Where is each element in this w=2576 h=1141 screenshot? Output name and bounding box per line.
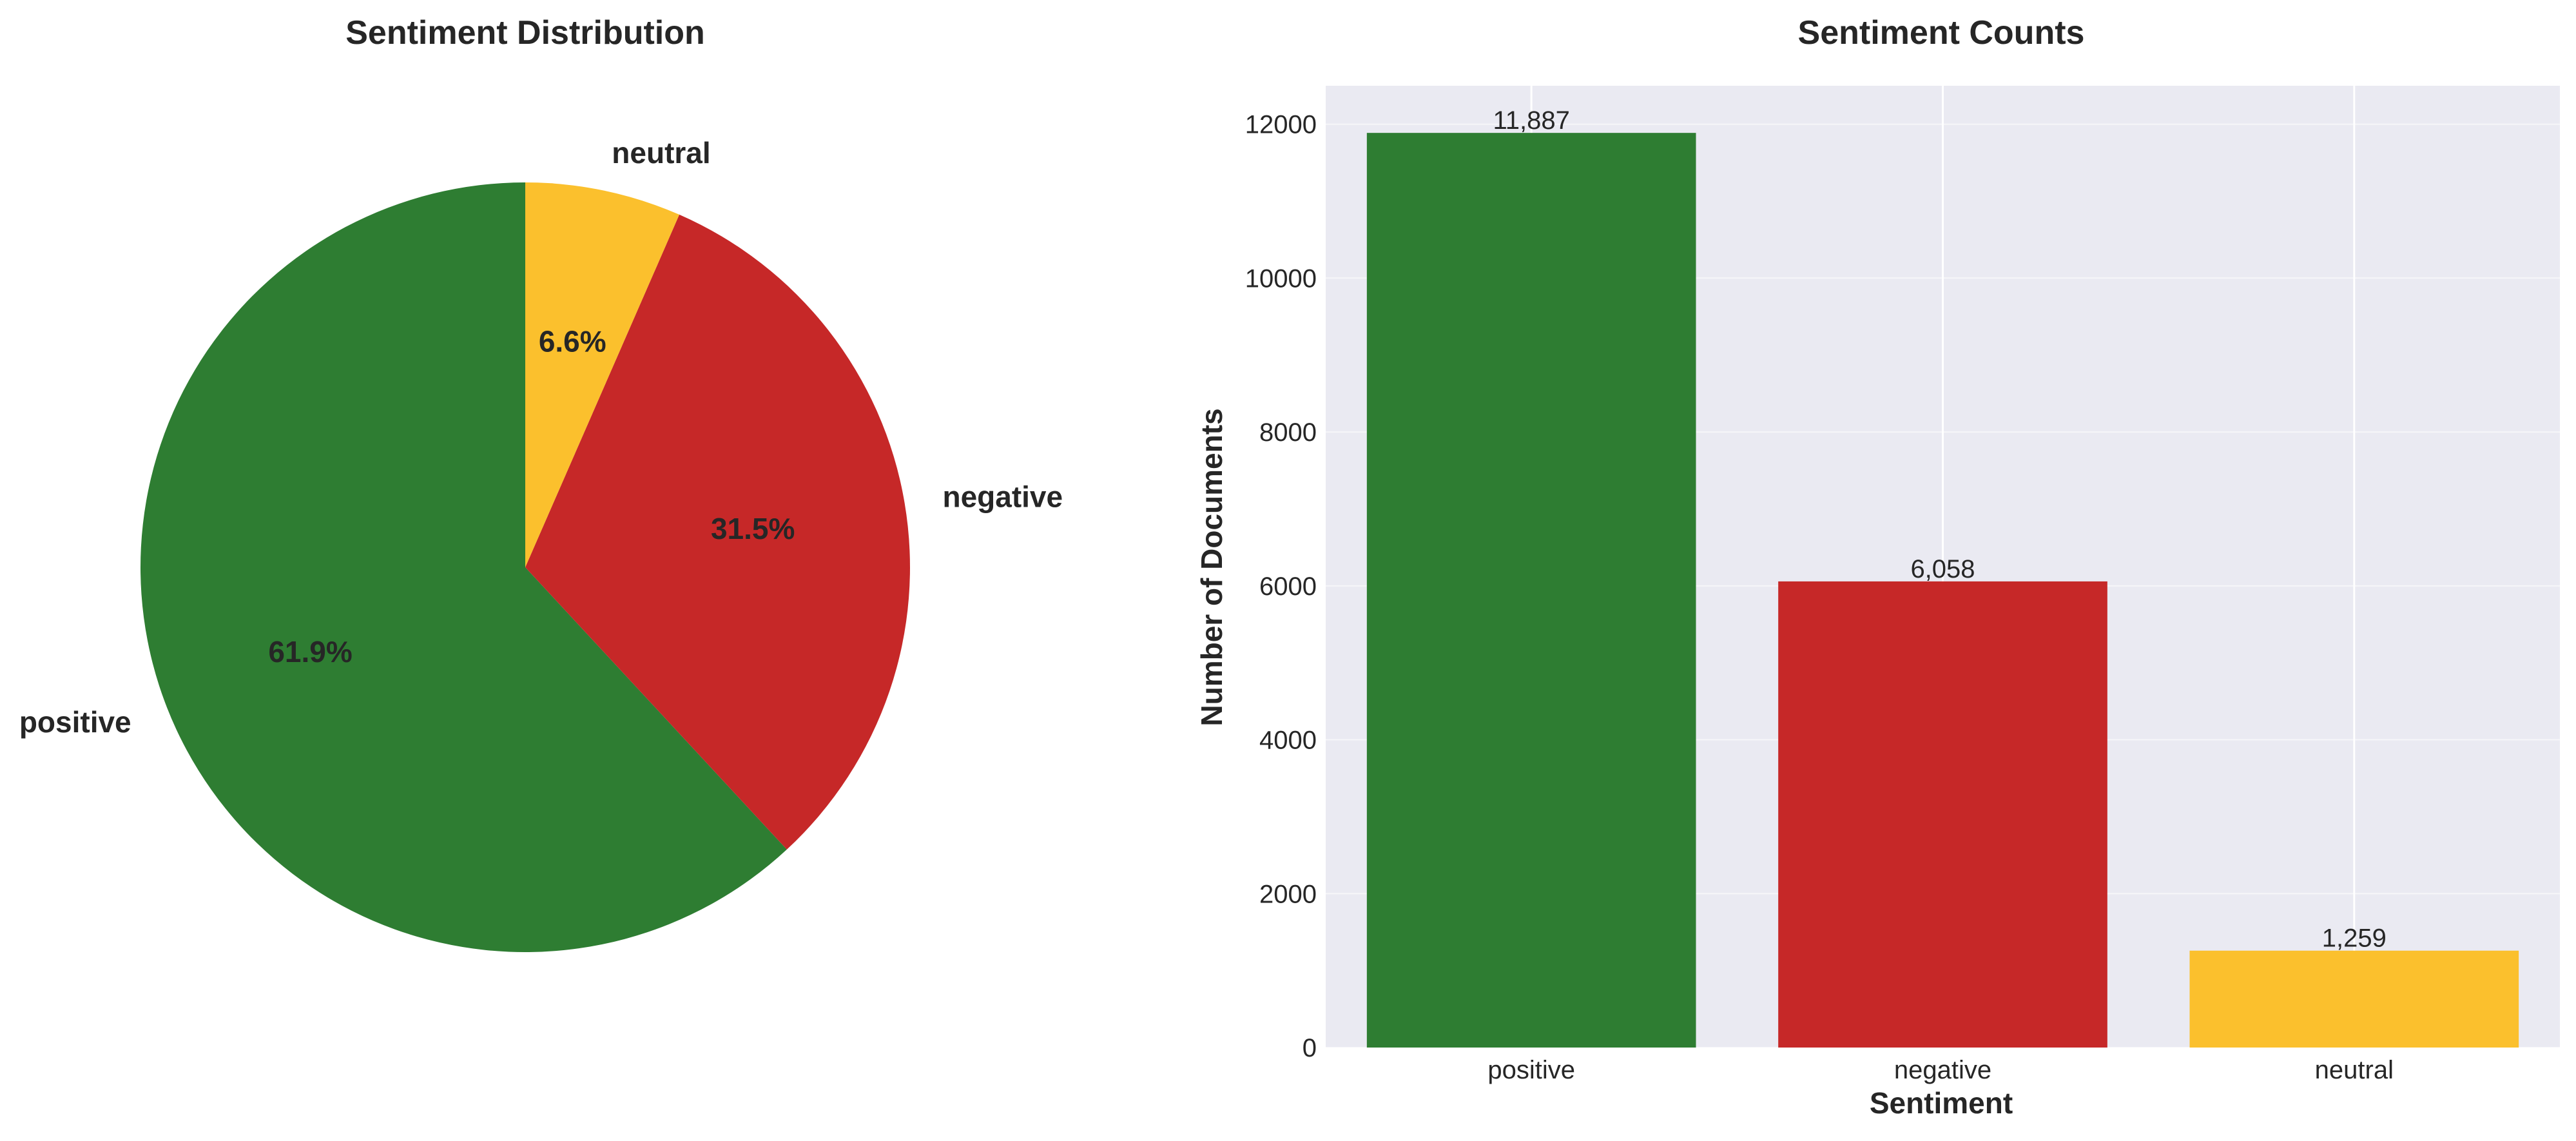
bar-positive: [1366, 133, 1696, 1048]
bar-neutral: [2189, 950, 2519, 1048]
x-tick-labels: positive negative neutral: [1487, 1056, 2394, 1084]
pie-percent-neutral: 6.6%: [539, 324, 606, 358]
bar-negative: [1778, 581, 2107, 1048]
bar-value-labels: 11,887 6,058 1,259: [1493, 106, 2386, 953]
x-tick-label-negative: negative: [1894, 1056, 1991, 1084]
y-tick-label: 2000: [1259, 880, 1317, 908]
pie-slice-positive: [140, 182, 787, 953]
bar-title: Sentiment Counts: [1798, 14, 2085, 52]
bars: [1366, 133, 2519, 1048]
pie-labels: 61.9% positive 31.5% negative 6.6% neutral: [19, 136, 1063, 739]
y-tick-label: 6000: [1259, 572, 1317, 601]
y-tick-label: 0: [1303, 1034, 1317, 1062]
pie-slice-negative: [525, 214, 910, 850]
y-tick-label: 12000: [1245, 111, 1317, 139]
y-axis-label: Number of Documents: [1195, 408, 1228, 726]
pie-slices: [140, 182, 910, 953]
bar-chart-panel: Sentiment Counts 0 2000 4000 6000 8000 10000 1…: [1195, 14, 2560, 1120]
y-tick-label: 4000: [1259, 727, 1317, 755]
x-axis-label: Sentiment: [1870, 1086, 2013, 1120]
value-label-negative: 6,058: [1910, 555, 1975, 583]
pie-chart-panel: Sentiment Distribution 61.9% positive 31.5…: [19, 14, 1063, 953]
pie-label-neutral: neutral: [612, 136, 710, 170]
x-tick-label-positive: positive: [1487, 1056, 1575, 1084]
value-label-neutral: 1,259: [2322, 924, 2387, 953]
pie-label-negative: negative: [942, 480, 1063, 513]
y-tick-label: 10000: [1245, 264, 1317, 293]
pie-slice-neutral: [525, 182, 680, 567]
y-tick-label: 8000: [1259, 418, 1317, 447]
pie-percent-negative: 31.5%: [711, 512, 795, 545]
pie-percent-positive: 61.9%: [268, 635, 352, 668]
y-tick-labels: 0 2000 4000 6000 8000 10000 12000: [1245, 111, 1317, 1062]
pie-label-positive: positive: [19, 705, 131, 739]
value-label-positive: 11,887: [1493, 106, 1569, 135]
pie-title: Sentiment Distribution: [345, 14, 705, 52]
x-tick-label-neutral: neutral: [2315, 1056, 2394, 1084]
